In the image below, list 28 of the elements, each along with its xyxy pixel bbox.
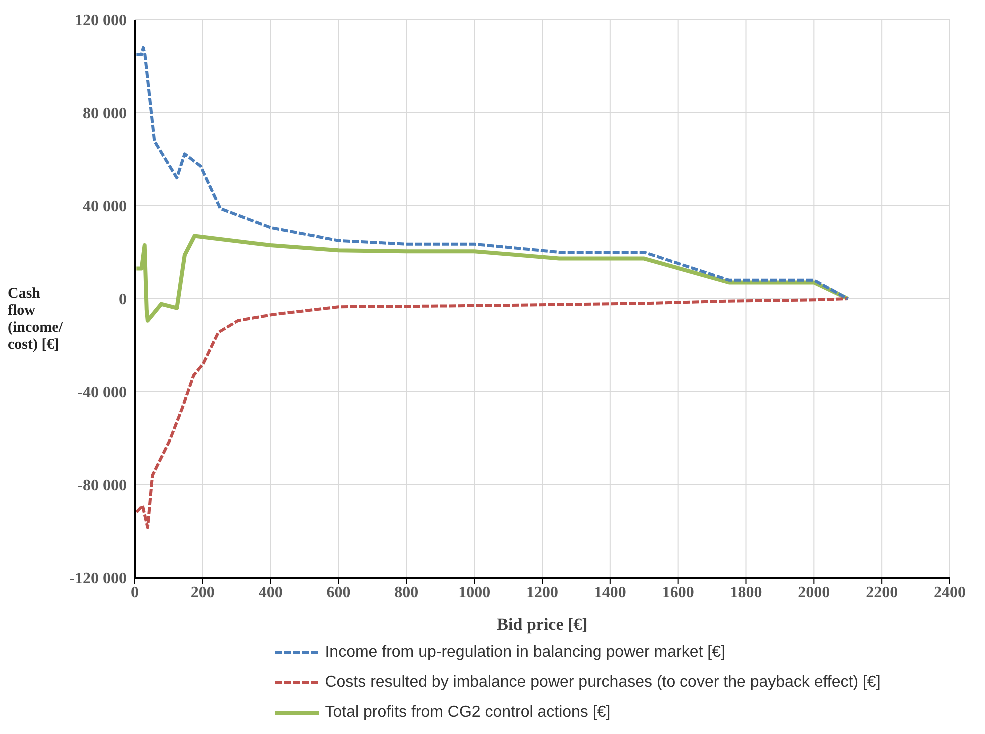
x-tick-label: 0 xyxy=(131,584,139,602)
x-tick-label: 1400 xyxy=(594,584,626,602)
legend-label: Total profits from CG2 control actions [€] xyxy=(325,703,611,723)
y-tick-label: -80 000 xyxy=(78,478,127,495)
x-tick-label: 1200 xyxy=(526,584,558,602)
legend-label: Income from up-regulation in balancing power market [€] xyxy=(325,643,726,663)
line-series xyxy=(135,298,850,530)
y-axis-title: Cash flow (income/ cost) [€] xyxy=(8,286,64,354)
y-tick-label: 120 000 xyxy=(75,12,127,30)
x-tick-label: 2200 xyxy=(866,584,898,602)
x-tick-label: 800 xyxy=(394,584,419,602)
legend-label: Costs resulted by imbalance power purchases (to cover the payback effect) [€] xyxy=(325,673,881,693)
y-tick-label: 80 000 xyxy=(83,106,127,123)
line-series xyxy=(135,234,850,323)
x-tick-label: 1600 xyxy=(662,584,694,602)
x-tick-label: 1000 xyxy=(458,584,491,602)
x-tick-label: 200 xyxy=(190,584,215,602)
x-tick-label: 600 xyxy=(326,584,351,602)
x-tick-label: 1800 xyxy=(730,584,762,602)
y-tick-label: 0 xyxy=(119,292,127,309)
y-tick-label: -40 000 xyxy=(78,384,127,402)
x-tick-label: 2000 xyxy=(798,584,830,602)
x-axis-title: Bid price [€] xyxy=(497,615,588,634)
x-tick-label: 400 xyxy=(258,584,283,602)
y-tick-label: 40 000 xyxy=(83,198,127,216)
line-series xyxy=(135,46,850,300)
x-tick-label: 2400 xyxy=(934,584,966,602)
y-tick-label: -120 000 xyxy=(70,570,127,588)
